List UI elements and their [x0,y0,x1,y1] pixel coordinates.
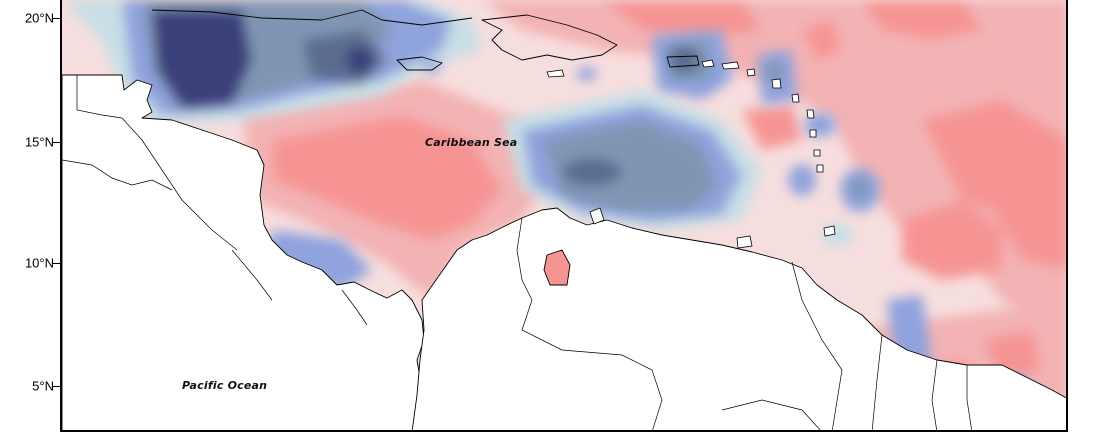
country-borders [62,75,973,430]
pacific-ocean-label: Pacific Ocean [182,379,268,392]
map-frame [60,0,1068,432]
lat-tick-15 [52,142,60,143]
puerto-rico-land [666,55,700,68]
map-canvas [62,0,1066,430]
land-masses [62,9,1066,430]
lat-tick-5 [52,386,60,387]
jamaica-land [396,56,443,71]
south-america-land [411,207,1066,430]
lat-label-5: 5°N [32,378,54,394]
lat-label-20: 20°N [24,10,54,26]
lat-tick-10 [52,263,60,264]
hispaniola-land [481,14,618,61]
lesser-antilles-islands [546,59,836,249]
lat-tick-20 [52,18,60,19]
negative-anomaly-field [62,0,1032,408]
caribbean-sea-label: Caribbean Sea [425,136,518,149]
cuba-coast [151,9,473,26]
lat-label-15: 15°N [24,134,54,150]
lat-label-10: 10°N [24,255,54,271]
